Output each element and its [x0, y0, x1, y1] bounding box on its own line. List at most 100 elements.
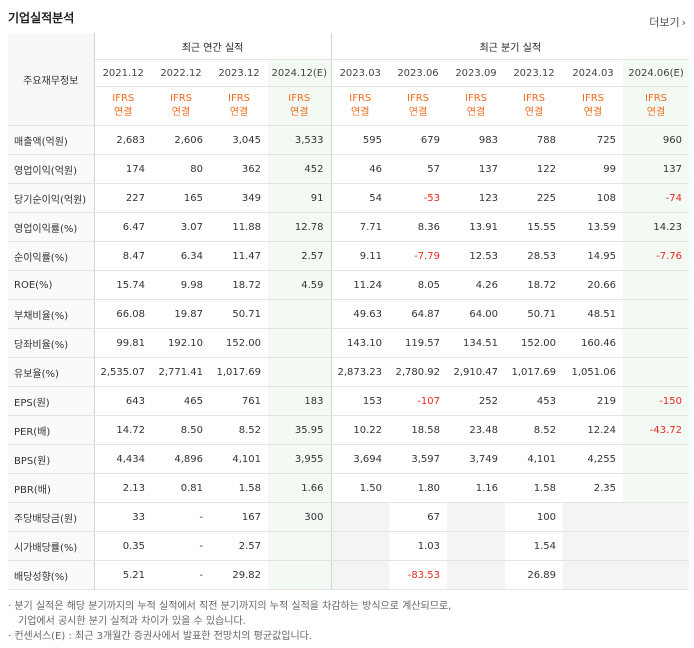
table-cell: 219	[563, 386, 623, 416]
ifrs-scope: 연결	[646, 107, 666, 118]
table-cell: 18.58	[389, 415, 447, 445]
table-cell: 960	[623, 125, 689, 155]
footnote-line: · 컨센서스(E) : 최근 3개월간 증권사에서 발표한 전망치의 평균값입니…	[8, 631, 313, 642]
section-header: 기업실적분석 더보기 ›	[8, 6, 688, 32]
row-label: 유보율(%)	[8, 357, 95, 387]
table-cell: 2,873.23	[330, 357, 389, 387]
table-cell: 3,749	[447, 444, 505, 474]
period-header: 2021.12	[94, 59, 152, 87]
table-cell	[623, 328, 689, 358]
table-row: PBR(배) 2.13 0.81 1.58 1.66 1.50 1.80 1.16 1.58 2.…	[8, 473, 689, 503]
table-cell: 15.74	[94, 270, 152, 300]
table-cell: 9.11	[330, 241, 389, 271]
table-cell: 80	[152, 154, 210, 184]
table-cell: 152.00	[505, 328, 563, 358]
table-cell: 1.50	[330, 473, 389, 503]
table-row: 당기순이익(억원) 227 165 349 91 54 -53 123 225 108 -74	[8, 183, 689, 213]
table-cell: 3,045	[210, 125, 268, 155]
table-cell: 1.54	[505, 531, 563, 561]
table-cell: 174	[94, 154, 152, 184]
table-cell: 14.72	[94, 415, 152, 445]
table-cell: 13.59	[563, 212, 623, 242]
group-quarter-header: 최근 분기 실적	[330, 33, 689, 60]
table-cell: 6.34	[152, 241, 210, 271]
table-row: 당좌비율(%) 99.81 192.10 152.00 143.10 119.57 134.…	[8, 328, 689, 358]
ifrs-standard: IFRS	[645, 93, 667, 104]
table-cell: -	[152, 531, 210, 561]
row-label: EPS(원)	[8, 386, 95, 416]
table-cell	[447, 560, 505, 590]
table-cell: 8.50	[152, 415, 210, 445]
table-cell: 1.16	[447, 473, 505, 503]
table-cell	[268, 328, 331, 358]
table-cell: 49.63	[330, 299, 389, 329]
table-cell: 14.95	[563, 241, 623, 271]
row-label: 부채비율(%)	[8, 299, 95, 329]
table-cell: 137	[447, 154, 505, 184]
table-cell: 761	[210, 386, 268, 416]
table-cell	[268, 560, 331, 590]
table-cell: 64.00	[447, 299, 505, 329]
ifrs-standard: IFRS	[349, 93, 372, 104]
table-cell: 4,101	[505, 444, 563, 474]
table-body: 매출액(억원) 2,683 2,606 3,045 3,533 595 679 983 788 7…	[8, 125, 689, 590]
table-cell: 453	[505, 386, 563, 416]
table-cell: 4,434	[94, 444, 152, 474]
table-cell: 50.71	[505, 299, 563, 329]
table-cell	[623, 444, 689, 474]
ifrs-standard: IFRS	[407, 93, 429, 104]
table-cell: 2,771.41	[152, 357, 210, 387]
table-cell: 2.57	[268, 241, 331, 271]
period-header: 2023.12	[505, 59, 563, 87]
table-cell: 12.24	[563, 415, 623, 445]
period-header: 2023.06	[389, 59, 447, 87]
table-cell: 15.55	[505, 212, 563, 242]
table-cell: 4,896	[152, 444, 210, 474]
table-cell: 11.24	[330, 270, 389, 300]
more-link[interactable]: 더보기 ›	[649, 14, 686, 30]
table-cell: 2,535.07	[94, 357, 152, 387]
table-cell: 1.80	[389, 473, 447, 503]
table-cell: 123	[447, 183, 505, 213]
table-cell: 8.47	[94, 241, 152, 271]
table-row: 영업이익(억원) 174 80 362 452 46 57 137 122 99 137	[8, 154, 689, 184]
ifrs-standard: IFRS	[582, 93, 604, 104]
row-label: 주당배당금(원)	[8, 502, 95, 532]
table-row: PER(배) 14.72 8.50 8.52 35.95 10.22 18.58 23.48 8…	[8, 415, 689, 445]
table-cell: 99	[563, 154, 623, 184]
table-cell: 2.57	[210, 531, 268, 561]
table-cell: 0.81	[152, 473, 210, 503]
ifrs-standard: IFRS	[465, 93, 487, 104]
table-cell: 788	[505, 125, 563, 155]
ifrs-header-row: IFRS 연결 IFRS 연결 IFRS 연결 IFRS 연결 IFRS 연결 IFRS 연결 IFRS…	[8, 86, 689, 126]
footnote-line: · 분기 실적은 해당 분기까지의 누적 실적에서 직전 분기까지의 누적 실적…	[8, 601, 452, 612]
more-label: 더보기	[649, 16, 680, 29]
table-cell: 679	[389, 125, 447, 155]
period-header-row: 2021.12 2022.12 2023.12 2024.12(E) 2023.03 20…	[8, 59, 689, 87]
ifrs-standard: IFRS	[112, 93, 135, 104]
row-label: PER(배)	[8, 415, 95, 445]
table-cell: 28.53	[505, 241, 563, 271]
table-cell: 33	[94, 502, 152, 532]
table-cell: 54	[330, 183, 389, 213]
table-cell: 165	[152, 183, 210, 213]
row-label: 영업이익(억원)	[8, 154, 95, 184]
table-cell: 160.46	[563, 328, 623, 358]
table-cell	[623, 357, 689, 387]
row-label: PBR(배)	[8, 473, 95, 503]
table-cell: -7.79	[389, 241, 447, 271]
table-cell: 153	[330, 386, 389, 416]
period-header: 2023.12	[210, 59, 268, 87]
ifrs-standard: IFRS	[523, 93, 545, 104]
table-row: EPS(원) 643 465 761 183 153 -107 252 453 219 -150	[8, 386, 689, 416]
table-cell: 1,051.06	[563, 357, 623, 387]
table-cell: 66.08	[94, 299, 152, 329]
table-cell: 3.07	[152, 212, 210, 242]
table-cell: 300	[268, 502, 331, 532]
table-cell: 11.47	[210, 241, 268, 271]
table-row: 순이익률(%) 8.47 6.34 11.47 2.57 9.11 -7.79 12.53 28…	[8, 241, 689, 271]
row-label: 당좌비율(%)	[8, 328, 95, 358]
table-cell: 4.26	[447, 270, 505, 300]
row-label: 매출액(억원)	[8, 125, 95, 155]
table-cell: 349	[210, 183, 268, 213]
